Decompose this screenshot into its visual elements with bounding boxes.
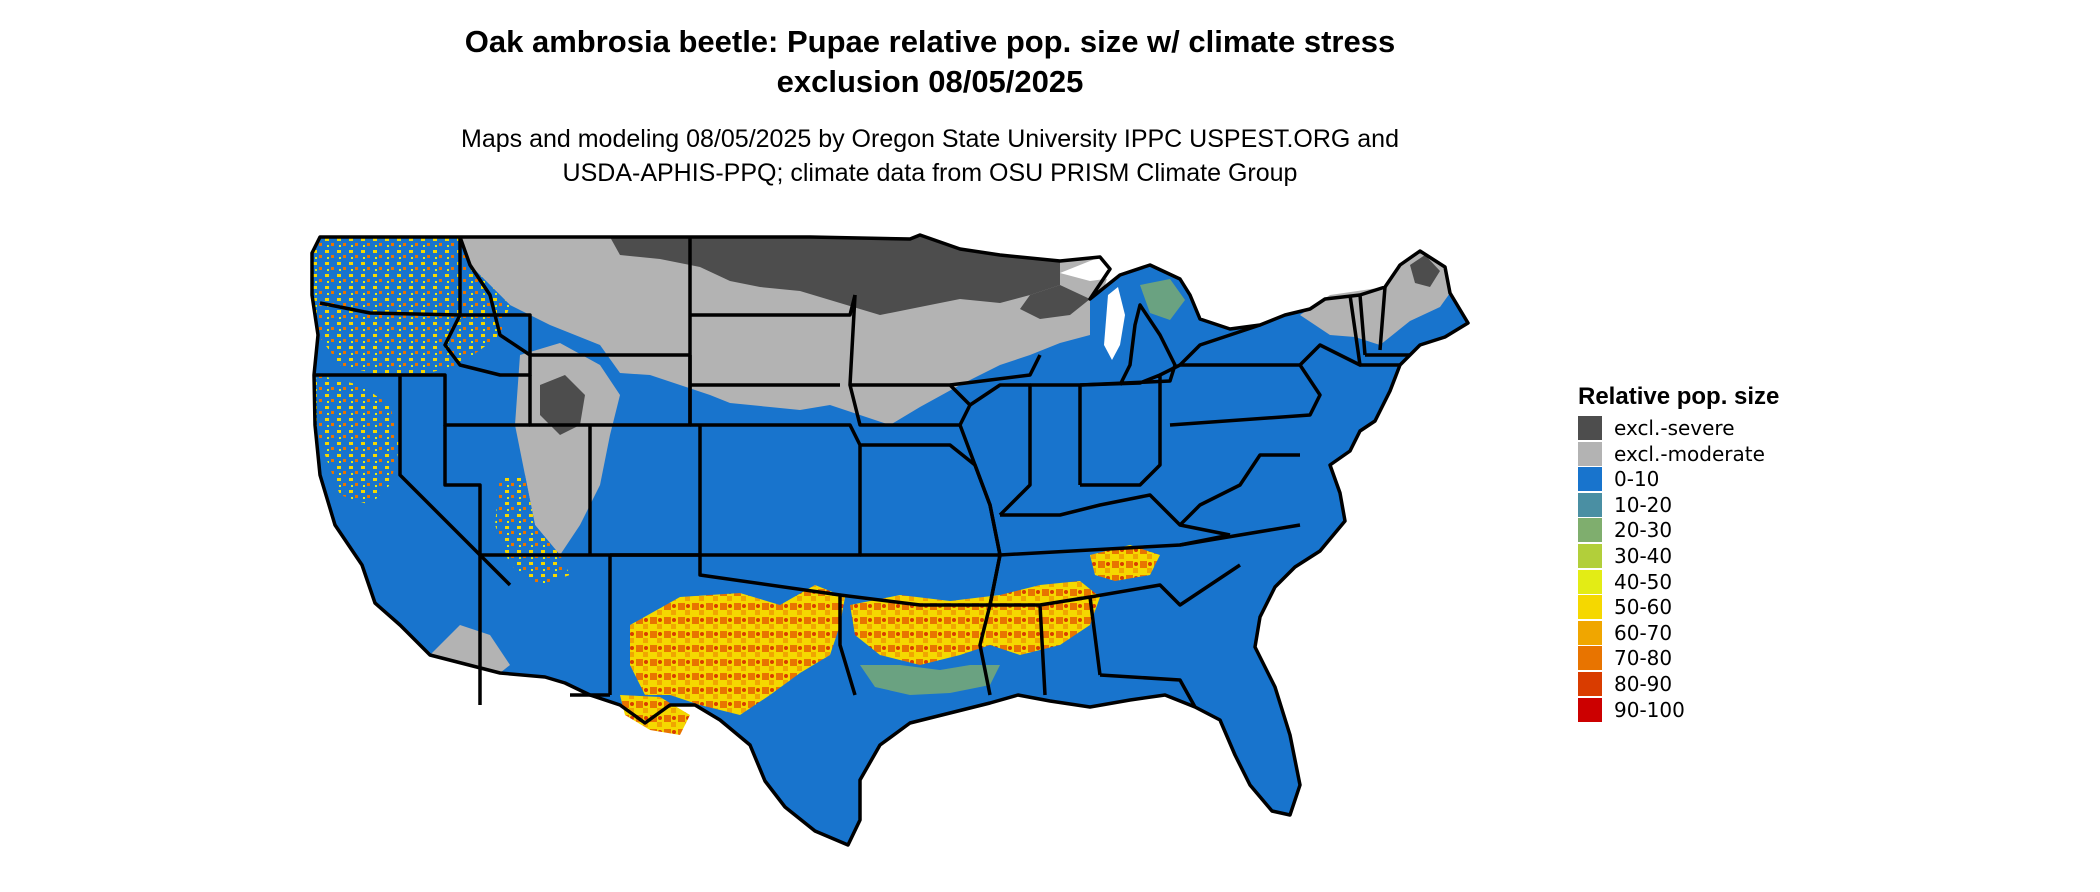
pennsylvania-border <box>1159 363 1322 427</box>
lake-michigan <box>1104 287 1125 360</box>
utah-colorado-border <box>443 425 702 557</box>
map-title: Oak ambrosia beetle: Pupae relative pop.… <box>380 22 1480 102</box>
nevada-california-border <box>398 375 512 587</box>
legend-swatch <box>1578 671 1602 696</box>
oklahoma-texas-border <box>610 553 857 696</box>
legend-label: 70-80 <box>1614 646 1673 671</box>
legend-item: 70-80 <box>1578 646 1779 672</box>
legend-swatch <box>1578 543 1602 568</box>
excl-moderate-northeast <box>1300 251 1450 345</box>
state-boundaries <box>310 233 1470 847</box>
legend-swatch <box>1578 569 1602 594</box>
lake-superior <box>1060 257 1130 281</box>
speckle-zone-california <box>314 375 400 505</box>
legend-item: 20-30 <box>1578 518 1779 544</box>
hot-zone-southern-plains <box>630 585 845 715</box>
new-england-borders <box>1358 286 1410 367</box>
legend-swatch <box>1578 416 1602 440</box>
legend-item: 50-60 <box>1578 595 1779 621</box>
legend-item: 10-20 <box>1578 492 1779 519</box>
michigan-border <box>1079 303 1177 387</box>
legend-label: 80-90 <box>1614 671 1673 696</box>
hot-zone-carolinas <box>1090 545 1160 581</box>
legend-swatch <box>1578 620 1602 645</box>
legend-item: excl.-severe <box>1578 416 1779 442</box>
title-line-1: Oak ambrosia beetle: Pupae relative pop.… <box>464 24 1396 59</box>
legend-item: 40-50 <box>1578 569 1779 596</box>
legend-label: 20-30 <box>1614 518 1673 543</box>
legend-label: 40-50 <box>1614 569 1673 594</box>
us-outline <box>310 233 1470 847</box>
legend-label: excl.-moderate <box>1614 441 1765 466</box>
excl-severe-north-dakota <box>610 235 1060 315</box>
subtitle-line-2: USDA-APHIS-PPQ; climate data from OSU PR… <box>562 159 1298 187</box>
excl-moderate-arizona <box>430 625 510 673</box>
legend-label: 30-40 <box>1614 543 1673 568</box>
subtitle-line-1: Maps and modeling 08/05/2025 by Oregon S… <box>461 125 1399 153</box>
legend-swatch <box>1578 595 1602 620</box>
excl-severe-maine <box>1410 255 1440 287</box>
legend-label: 60-70 <box>1614 620 1673 645</box>
map-subtitle: Maps and modeling 08/05/2025 by Oregon S… <box>380 122 1480 190</box>
legend-item: 30-40 <box>1578 543 1779 570</box>
washington-oregon-border <box>319 301 461 317</box>
legend-item: excl.-moderate <box>1578 441 1779 468</box>
legend-rows: excl.-severe excl.-moderate 0-10 10-20 20-30… <box>1578 416 1779 723</box>
legend-item: 90-100 <box>1578 697 1779 724</box>
speckle-zone-four-corners <box>495 475 570 585</box>
legend-swatch <box>1578 697 1602 722</box>
arizona-new-mexico-border <box>478 555 612 705</box>
green-zone-michigan <box>1140 279 1185 320</box>
virginia-nc-border <box>1178 453 1301 547</box>
legend-swatch <box>1578 467 1602 492</box>
legend-title: Relative pop. size <box>1578 383 1780 410</box>
excl-severe-wisconsin <box>1020 285 1090 319</box>
map-legend: Relative pop. size excl.-severe excl.-mod… <box>1578 380 1779 723</box>
legend-swatch <box>1578 441 1602 466</box>
legend-label: 10-20 <box>1614 492 1673 517</box>
title-line-2: exclusion 08/05/2025 <box>776 64 1084 99</box>
new-york-border <box>1178 294 1362 367</box>
legend-swatch <box>1578 492 1602 517</box>
legend-swatch <box>1578 518 1602 543</box>
legend-item: 80-90 <box>1578 671 1779 698</box>
legend-label: 50-60 <box>1614 595 1673 620</box>
legend-item: 60-70 <box>1578 620 1779 647</box>
oregon-california-border <box>315 373 530 427</box>
legend-label: excl.-severe <box>1614 416 1735 440</box>
legend-swatch <box>1578 646 1602 671</box>
montana-wyoming-border <box>460 313 690 357</box>
legend-label: 0-10 <box>1614 467 1660 492</box>
excl-severe-wyoming <box>540 375 585 435</box>
hot-zone-southeast <box>850 581 1100 665</box>
legend-item: 0-10 <box>1578 467 1779 493</box>
legend-label: 90-100 <box>1614 697 1685 722</box>
us-map <box>310 233 1470 847</box>
southeast-borders <box>990 563 1241 708</box>
green-zone-gulf-coast <box>860 665 1000 695</box>
